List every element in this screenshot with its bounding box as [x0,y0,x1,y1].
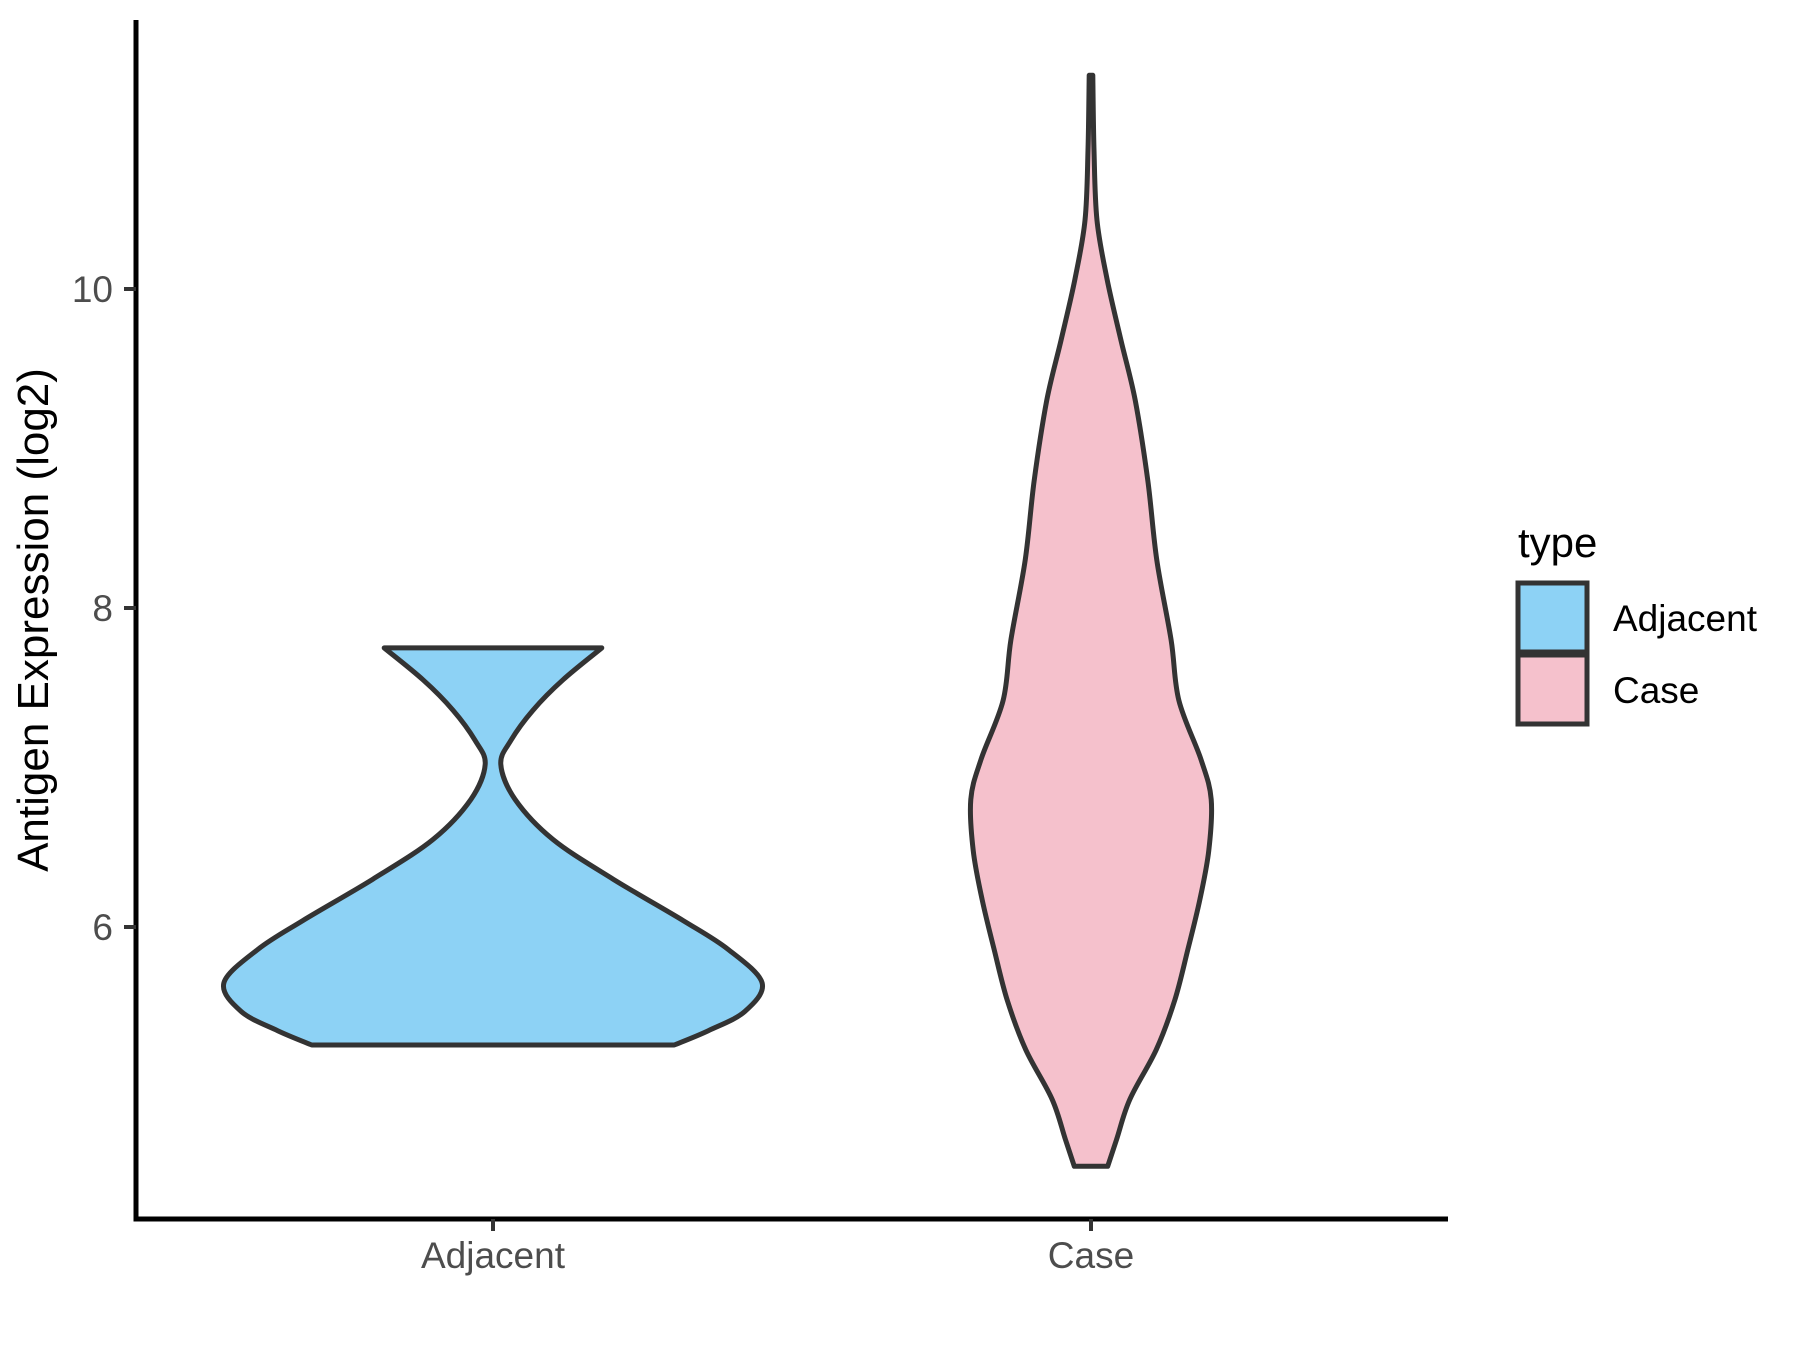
violin-adjacent [220,645,766,1048]
legend-label-case: Case [1613,670,1699,711]
axes-layer: 6 8 10 Adjacent Case [72,20,1448,1276]
y-tick-label-10: 10 [72,269,113,310]
x-ticks-group: Adjacent Case [421,1219,1134,1276]
y-ticks-group: 6 8 10 [72,269,136,948]
x-tick-label-adjacent: Adjacent [421,1235,566,1276]
legend-label-adjacent: Adjacent [1613,598,1758,639]
legend: type Adjacent Case [1515,519,1758,727]
violin-case [967,72,1215,1169]
y-tick-label-6: 6 [92,907,113,948]
legend-entry-case: Case [1515,652,1699,727]
legend-swatch-case [1515,652,1590,727]
legend-entry-adjacent: Adjacent [1515,580,1758,655]
y-axis-title: Antigen Expression (log2) [9,368,58,872]
violin-layer [220,72,1215,1169]
legend-title: type [1518,519,1597,566]
y-tick-label-8: 8 [92,588,113,629]
legend-swatch-adjacent [1515,580,1590,655]
x-tick-label-case: Case [1048,1235,1134,1276]
